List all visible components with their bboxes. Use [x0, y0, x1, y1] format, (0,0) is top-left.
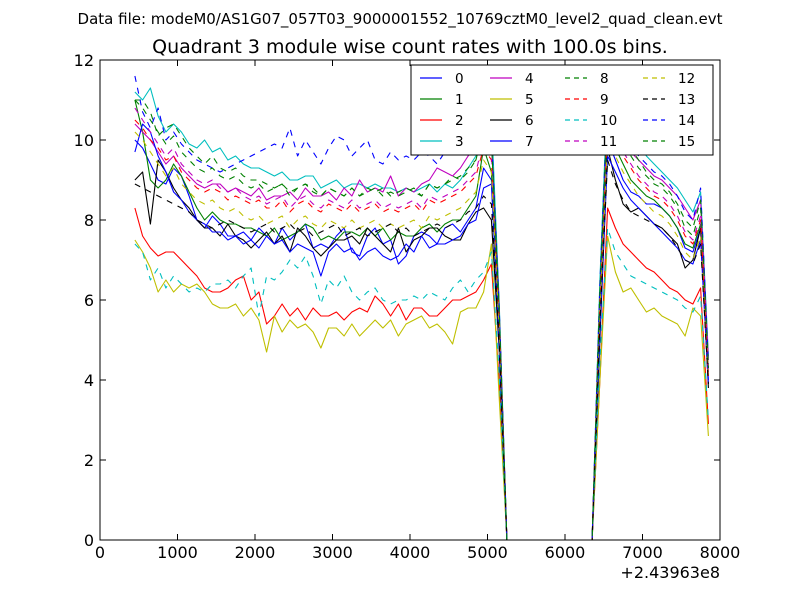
legend-label-1: 1 — [455, 92, 464, 108]
series-line-13 — [134, 159, 709, 540]
x-tick-label: 0 — [95, 543, 105, 562]
figure-suptitle: Data file: modeM0/AS1G07_057T03_90000015… — [78, 10, 723, 29]
x-tick-label: 2000 — [235, 543, 276, 562]
series-line-5 — [134, 235, 709, 540]
y-tick-label: 12 — [74, 51, 94, 70]
series-line-10 — [134, 227, 709, 540]
legend-label-3: 3 — [455, 134, 464, 150]
legend-label-13: 13 — [678, 92, 695, 108]
y-tick-label: 8 — [84, 211, 94, 230]
legend-label-8: 8 — [600, 71, 609, 87]
series-line-11 — [134, 107, 709, 540]
legend-label-7: 7 — [525, 134, 534, 150]
y-tick-label: 0 — [84, 531, 94, 550]
legend-label-10: 10 — [600, 113, 617, 129]
chart-title: Quadrant 3 module wise count rates with … — [152, 36, 668, 58]
legend-label-4: 4 — [525, 71, 534, 87]
y-tick-label: 4 — [84, 371, 94, 390]
legend-frame — [410, 64, 714, 156]
legend-label-2: 2 — [455, 113, 464, 129]
y-tick-label: 10 — [74, 131, 94, 150]
x-tick-label: 1000 — [157, 543, 198, 562]
legend-label-15: 15 — [678, 134, 695, 150]
y-tick-label: 6 — [84, 291, 94, 310]
legend-label-5: 5 — [525, 92, 534, 108]
x-tick-label: 8000 — [700, 543, 741, 562]
axis-ticks: 0 1000 2000 3000 4000 5000 6000 7000 80000246810… — [74, 51, 741, 562]
legend-label-12: 12 — [678, 71, 695, 87]
x-tick-label: 5000 — [467, 543, 508, 562]
series-line-7 — [134, 123, 709, 540]
x-offset-label: +2.43963e8 — [620, 563, 720, 582]
legend-label-9: 9 — [600, 92, 609, 108]
x-tick-label: 4000 — [390, 543, 431, 562]
series-line-2 — [134, 207, 709, 540]
x-tick-label: 3000 — [312, 543, 353, 562]
x-tick-label: 6000 — [545, 543, 586, 562]
legend-label-14: 14 — [678, 113, 695, 129]
legend-label-11: 11 — [600, 134, 617, 150]
x-tick-label: 7000 — [622, 543, 663, 562]
legend-label-6: 6 — [525, 113, 534, 129]
legend-label-0: 0 — [455, 71, 464, 87]
y-tick-label: 2 — [84, 451, 94, 470]
